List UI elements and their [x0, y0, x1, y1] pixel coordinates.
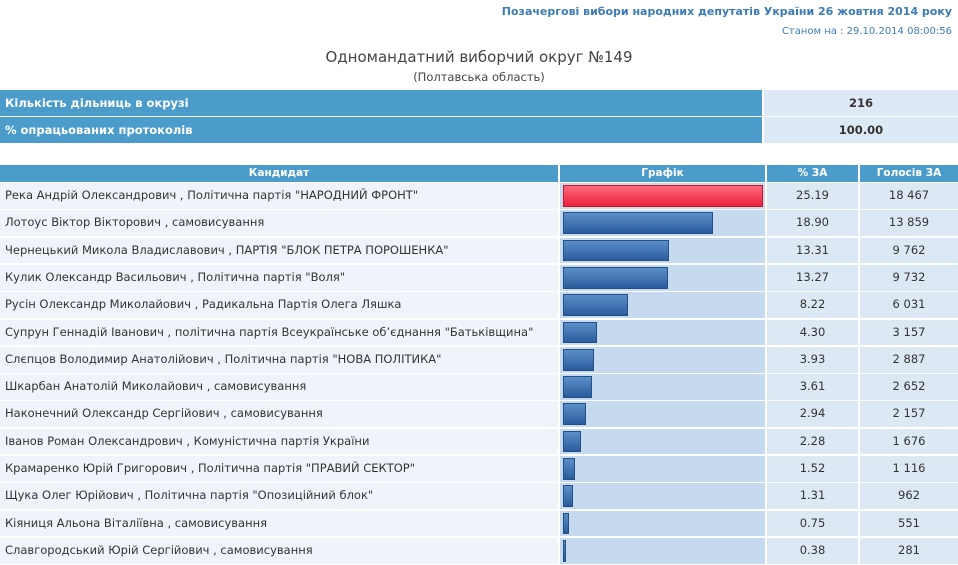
- votes: 962: [860, 483, 958, 510]
- bar: [563, 403, 587, 426]
- candidate: Слєпцов Володимир Анатолійович , Політич…: [0, 346, 558, 373]
- bar: [563, 321, 598, 344]
- candidate: Шкарбан Анатолій Миколайович , самовисув…: [0, 374, 558, 400]
- percent: 13.27: [767, 264, 858, 291]
- percent: 13.31: [767, 237, 858, 264]
- percent: 3.61: [767, 374, 858, 400]
- candidate: Крамаренко Юрій Григорович , Політична п…: [0, 456, 558, 482]
- percent: 4.30: [767, 319, 858, 346]
- bar: [563, 185, 763, 207]
- votes: 18 467: [860, 183, 958, 209]
- votes: 2 157: [860, 401, 958, 428]
- column-header: Голосів ЗА: [860, 165, 958, 182]
- bar: [563, 430, 582, 453]
- chart-cell: [560, 401, 765, 428]
- chart-cell: [560, 510, 765, 537]
- bar: [563, 539, 567, 562]
- votes: 3 157: [860, 319, 958, 346]
- percent: 0.38: [767, 537, 858, 564]
- candidate: Кулик Олександр Васильович , Політична п…: [0, 264, 558, 291]
- votes: 1 676: [860, 428, 958, 455]
- votes: 1 116: [860, 456, 958, 482]
- candidate: Іванов Роман Олександрович , Комуністичн…: [0, 428, 558, 455]
- bar: [563, 376, 592, 398]
- votes: 551: [860, 510, 958, 537]
- percent: 0.75: [767, 510, 858, 537]
- candidate: Чернецький Микола Владиславович , ПАРТІЯ…: [0, 237, 558, 264]
- percent: 2.94: [767, 401, 858, 428]
- candidate: Славгородський Юрій Сергійович , самовис…: [0, 537, 558, 564]
- votes: 281: [860, 537, 958, 564]
- votes: 9 762: [860, 237, 958, 264]
- bar: [563, 485, 574, 508]
- percent: 25.19: [767, 183, 858, 209]
- votes: 9 732: [860, 264, 958, 291]
- votes: 13 859: [860, 210, 958, 237]
- candidate: Лотоус Віктор Вікторович , самовисування: [0, 210, 558, 237]
- percent: 18.90: [767, 210, 858, 237]
- chart-cell: [560, 537, 765, 564]
- bar: [563, 458, 576, 480]
- chart-cell: [560, 483, 765, 510]
- bar: [563, 266, 669, 289]
- summary-value: 100.00: [764, 117, 958, 143]
- candidate: Наконечний Олександр Сергійович , самови…: [0, 401, 558, 428]
- candidate: Река Андрій Олександрович , Політична па…: [0, 183, 558, 209]
- election-title: Позачергові вибори народних депутатів Ук…: [501, 5, 952, 18]
- percent: 2.28: [767, 428, 858, 455]
- chart-cell: [560, 374, 765, 400]
- column-header: Кандидат: [0, 165, 558, 182]
- votes: 2 652: [860, 374, 958, 400]
- bar: [563, 239, 669, 262]
- bar: [563, 512, 569, 535]
- percent: 8.22: [767, 292, 858, 318]
- region: (Полтавська область): [413, 70, 545, 84]
- bar: [563, 348, 595, 371]
- candidate: Супрун Геннадій Іванович , політична пар…: [0, 319, 558, 346]
- chart-cell: [560, 428, 765, 455]
- chart-cell: [560, 456, 765, 482]
- column-header: Графік: [560, 165, 765, 182]
- percent: 3.93: [767, 346, 858, 373]
- bar: [563, 212, 714, 235]
- column-header: % ЗА: [767, 165, 858, 182]
- district-title: Одномандатний виборчий округ №149: [325, 48, 633, 66]
- percent: 1.52: [767, 456, 858, 482]
- summary-label: % опрацьованих протоколів: [0, 117, 762, 143]
- candidate: Кіяниця Альона Віталіївна , самовисуванн…: [0, 510, 558, 537]
- votes: 6 031: [860, 292, 958, 318]
- percent: 1.31: [767, 483, 858, 510]
- summary-label: Кількість дільниць в окрузі: [0, 90, 762, 116]
- candidate: Русін Олександр Миколайович , Радикальна…: [0, 292, 558, 318]
- summary-value: 216: [764, 90, 958, 116]
- votes: 2 887: [860, 346, 958, 373]
- candidate: Щука Олег Юрійович , Політична партія "О…: [0, 483, 558, 510]
- timestamp: Станом на : 29.10.2014 08:00:56: [781, 26, 952, 37]
- bar: [563, 294, 629, 316]
